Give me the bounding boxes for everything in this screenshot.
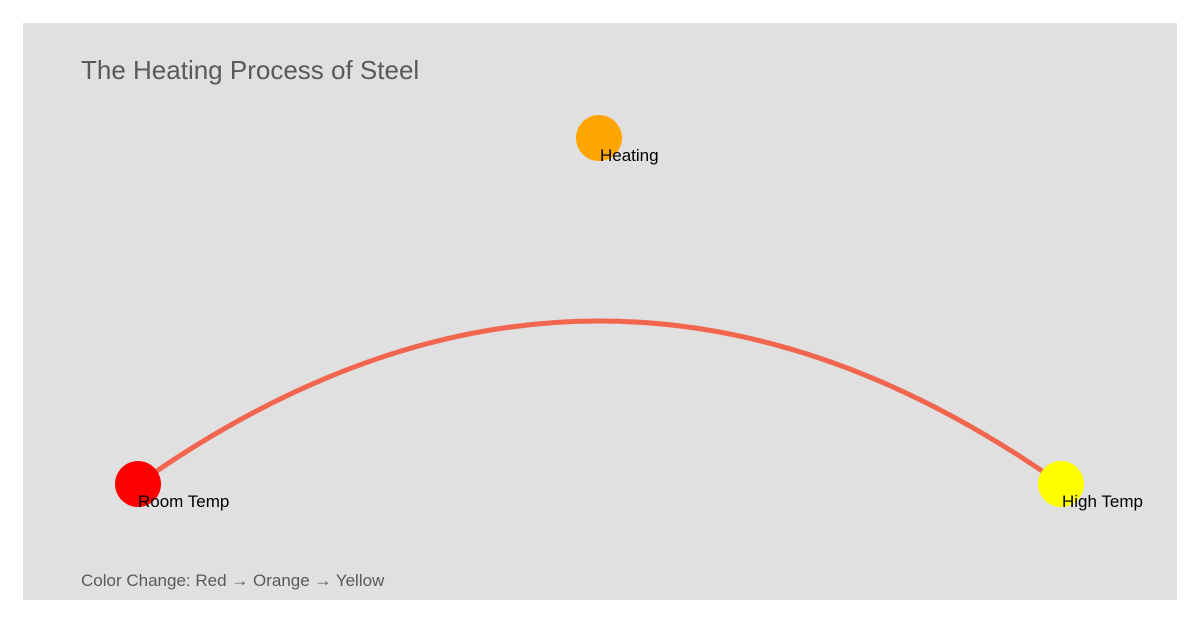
diagram-title: The Heating Process of Steel: [81, 55, 420, 85]
node-high-temp-circle[interactable]: [1038, 461, 1084, 507]
node-room-temp-circle[interactable]: [115, 461, 161, 507]
node-room-temp-label: Room Temp: [138, 492, 229, 511]
color-change-caption: Color Change: Red → Orange → Yellow: [81, 571, 385, 590]
node-heating-label: Heating: [600, 146, 659, 165]
node-heating-circle[interactable]: [576, 115, 622, 161]
diagram-canvas: The Heating Process of Steel Room Temp H…: [23, 23, 1177, 600]
diagram-svg: Room Temp Heating High Temp: [115, 115, 1143, 511]
node-high-temp-label: High Temp: [1062, 492, 1143, 511]
heating-arc: [135, 318, 1064, 487]
